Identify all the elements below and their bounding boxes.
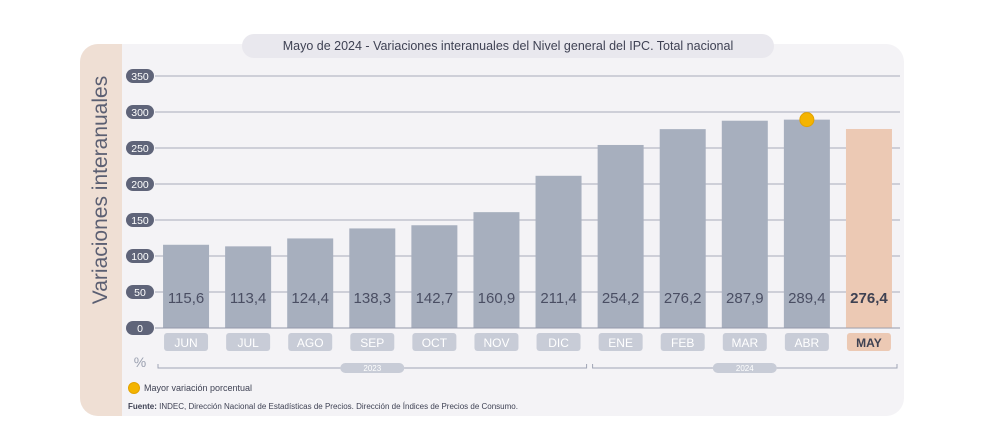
x-tick-label: JUL — [237, 336, 259, 350]
year-pill — [340, 363, 405, 373]
x-tick-label: MAR — [731, 336, 758, 350]
y-tick-label: 250 — [131, 143, 149, 155]
legend-marker-icon — [128, 382, 140, 394]
bar-abr — [783, 119, 830, 328]
x-tick-pill — [474, 333, 519, 351]
x-tick-label: ABR — [795, 336, 820, 350]
x-tick-pill — [226, 333, 271, 351]
x-tick-pill — [722, 333, 767, 351]
y-tick-pill — [126, 69, 154, 83]
bar-feb — [659, 129, 706, 328]
data-label: 287,9 — [726, 290, 764, 307]
y-tick-pill — [126, 177, 154, 191]
x-tick-label: SEP — [360, 336, 384, 350]
data-label: 276,4 — [850, 290, 888, 307]
chart-title: Mayo de 2024 - Variaciones interanuales … — [242, 34, 774, 58]
y-tick-label: 50 — [134, 287, 146, 299]
bar-may — [845, 128, 892, 328]
y-tick-pill — [126, 141, 154, 155]
x-tick-label: ENE — [608, 336, 633, 350]
bar-jul — [225, 246, 272, 328]
bar-mar — [721, 120, 768, 328]
data-label: 113,4 — [230, 290, 266, 307]
x-tick-pill — [288, 333, 333, 351]
x-tick-pill — [412, 333, 457, 351]
x-tick-label: FEB — [671, 336, 694, 350]
x-tick-pill — [846, 333, 891, 351]
data-label: 276,2 — [664, 290, 702, 307]
y-tick-label: 200 — [131, 179, 149, 191]
bar-ene — [597, 144, 644, 328]
x-tick-pill — [784, 333, 829, 351]
x-tick-pill — [164, 333, 209, 351]
x-tick-label: AGO — [297, 336, 324, 350]
x-tick-label: OCT — [422, 336, 448, 350]
max-variation-marker-icon — [799, 112, 815, 128]
y-tick-pill — [126, 321, 154, 335]
source-label: Fuente: — [128, 402, 157, 411]
x-tick-pill — [350, 333, 395, 351]
data-label: 138,3 — [354, 290, 392, 307]
x-tick-label: NOV — [483, 336, 509, 350]
data-label: 115,6 — [168, 290, 204, 307]
legend-label: Mayor variación porcentual — [144, 383, 253, 393]
bar-sep — [349, 228, 396, 328]
y-axis-band — [80, 44, 122, 416]
y-tick-label: 300 — [131, 107, 149, 119]
data-label: 211,4 — [540, 290, 576, 307]
data-label: 289,4 — [788, 290, 826, 307]
year-label: 2023 — [363, 364, 381, 373]
y-tick-pill — [126, 213, 154, 227]
source-note: Fuente: INDEC, Dirección Nacional de Est… — [128, 402, 518, 411]
data-label: 254,2 — [602, 290, 640, 307]
bar-jun — [163, 244, 210, 328]
y-tick-pill — [126, 285, 154, 299]
x-tick-label: DIC — [548, 336, 569, 350]
y-tick-label: 0 — [137, 323, 143, 335]
data-label: 160,9 — [478, 290, 516, 307]
x-tick-pill — [536, 333, 581, 351]
x-tick-pill — [598, 333, 643, 351]
source-text: INDEC, Dirección Nacional de Estadística… — [159, 402, 518, 411]
y-tick-label: 150 — [131, 215, 149, 227]
data-label: 124,4 — [291, 290, 329, 307]
y-tick-label: 350 — [131, 71, 149, 83]
data-label: 142,7 — [416, 290, 454, 307]
x-tick-label: MAY — [856, 336, 882, 350]
bar-oct — [411, 225, 458, 328]
y-tick-pill — [126, 105, 154, 119]
legend: Mayor variación porcentual — [128, 382, 252, 394]
bar-ago — [287, 238, 334, 328]
x-tick-label: JUN — [174, 336, 197, 350]
y-tick-label: 100 — [131, 251, 149, 263]
bar-dic — [535, 175, 582, 328]
year-pill — [712, 363, 777, 373]
y-unit-label: % — [134, 354, 146, 370]
y-tick-pill — [126, 249, 154, 263]
bar-nov — [473, 212, 520, 328]
year-label: 2024 — [736, 364, 754, 373]
x-tick-pill — [660, 333, 705, 351]
